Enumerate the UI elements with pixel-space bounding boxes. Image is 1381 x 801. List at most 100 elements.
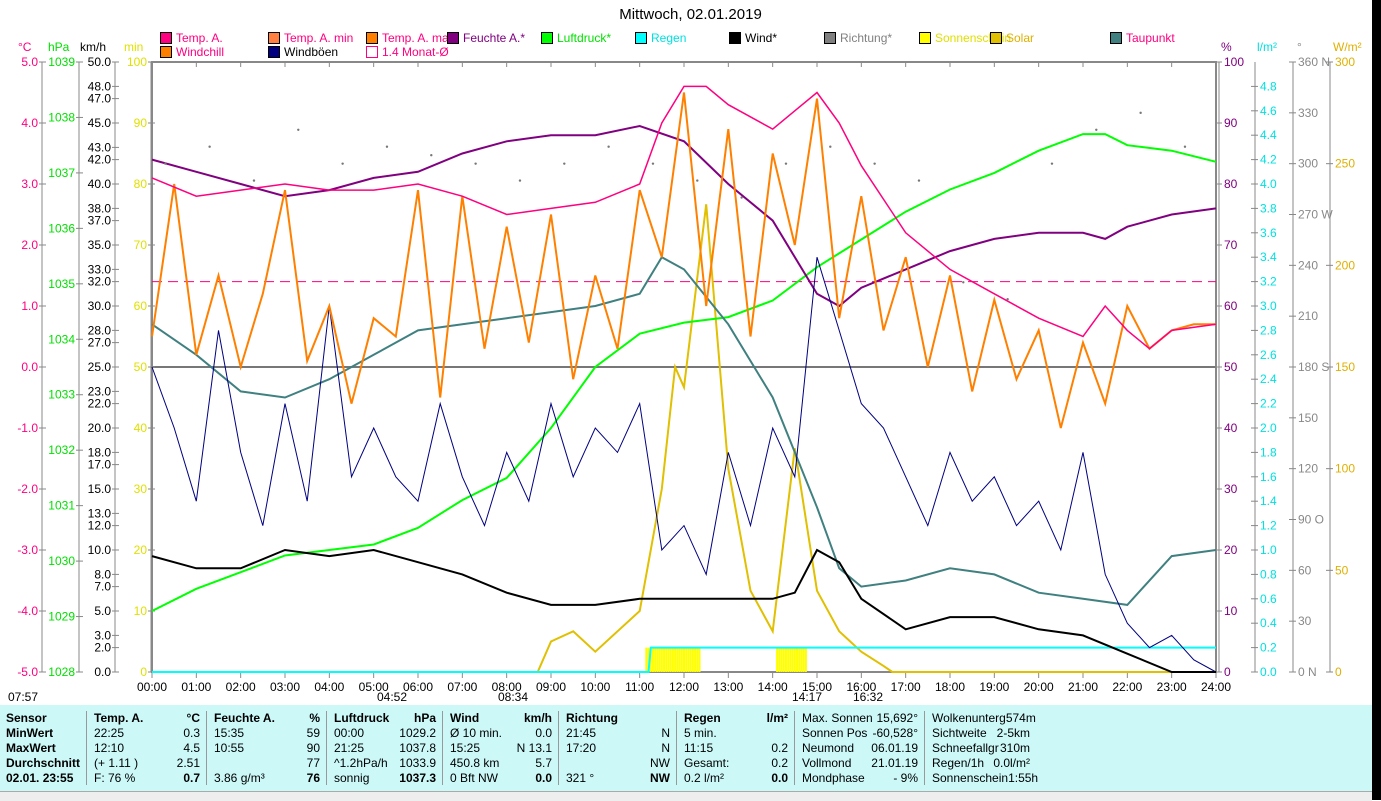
axis-tick-label-wm2: 250 bbox=[1335, 157, 1355, 171]
sunrise-prev-label: 07:57 bbox=[8, 690, 39, 704]
header-label: Wind bbox=[450, 711, 480, 725]
stat-row: (+ 1.11 ) 2.51 bbox=[88, 756, 206, 771]
axis-tick-label-deg: 180 S bbox=[1298, 360, 1329, 374]
x-tick-label: 04:00 bbox=[314, 680, 344, 694]
stat-row: NW bbox=[560, 756, 676, 771]
direction-point bbox=[1006, 298, 1009, 301]
axis-tick-label-kmh: 20.0 bbox=[88, 421, 112, 435]
axis-tick-label-hpa: 1033 bbox=[48, 388, 75, 402]
stat-row: 21:45 N bbox=[560, 726, 676, 741]
axis-tick-label-min: 90 bbox=[134, 116, 148, 130]
header-label: Regen bbox=[684, 711, 721, 725]
direction-point bbox=[873, 162, 876, 165]
axis-tick-label-lm2: 4.0 bbox=[1260, 177, 1277, 191]
axis-tick-label-lm2: 0.2 bbox=[1260, 641, 1277, 655]
stat-label: Gesamt: bbox=[684, 756, 730, 770]
direction-point bbox=[1183, 145, 1187, 148]
axis-tick-label-lm2: 2.4 bbox=[1260, 372, 1277, 386]
sensor-header: Sensor bbox=[6, 711, 47, 725]
header-unit: hPa bbox=[413, 711, 436, 725]
direction-point bbox=[917, 179, 921, 182]
axis-tick-label-kmh: 35.0 bbox=[88, 238, 112, 252]
axis-tick-label-kmh: 25.0 bbox=[88, 360, 112, 374]
unit-celsius: °C bbox=[18, 40, 32, 54]
series-wind bbox=[151, 548, 1216, 673]
legend-item: Richtung* bbox=[824, 31, 892, 45]
axis-tick-label-hpa: 1037 bbox=[48, 166, 75, 180]
info-row: Sonnenschein 1:55h bbox=[926, 771, 1039, 786]
series-regen bbox=[152, 646, 1216, 673]
series-windb-en bbox=[151, 257, 1217, 673]
header-label: Luftdruck bbox=[334, 711, 390, 725]
legend-label: Luftdruck* bbox=[557, 31, 612, 45]
axis-tick-label-deg: 90 O bbox=[1298, 513, 1324, 527]
stat-value: N bbox=[661, 726, 670, 740]
axis-tick-label-kmh: 50.0 bbox=[88, 55, 112, 69]
stat-label: Ø 10 min. bbox=[450, 726, 503, 740]
x-tick-label: 07:00 bbox=[447, 680, 477, 694]
axis-tick-label-kmh: 18.0 bbox=[88, 445, 112, 459]
legend-item: Temp. A. max bbox=[366, 31, 455, 45]
stat-row: F: 76 % 0.7 bbox=[88, 771, 206, 786]
axis-tick-label-kmh: 27.0 bbox=[88, 336, 112, 350]
direction-point bbox=[1139, 111, 1142, 115]
info-value: 1:55h bbox=[1008, 771, 1039, 785]
direction-point bbox=[208, 145, 211, 148]
axis-tick-label-deg: 360 N bbox=[1298, 55, 1330, 69]
x-tick-label: 23:00 bbox=[1157, 680, 1187, 694]
x-tick-label: 05:00 bbox=[359, 680, 389, 694]
info-value: 310m bbox=[999, 741, 1030, 755]
sensor-row: MaxWert bbox=[6, 741, 56, 755]
stats-table: Sensor MinWert MaxWert Durchschnitt 02.0… bbox=[0, 705, 1372, 791]
series-windchill bbox=[151, 92, 1216, 429]
axis-tick-label-hpa: 1032 bbox=[48, 443, 75, 457]
axis-tick-label-c: -4.0 bbox=[17, 604, 38, 618]
stat-label: sonnig bbox=[334, 771, 370, 785]
legend-label: Wind* bbox=[745, 31, 778, 45]
axis-tick-label-deg: 150 bbox=[1298, 411, 1318, 425]
direction-point bbox=[784, 162, 788, 165]
col-header: Wind km/h bbox=[444, 711, 558, 726]
stat-value: 0.0 bbox=[771, 771, 788, 785]
legend-swatch-icon bbox=[447, 32, 459, 44]
stat-value: 0.7 bbox=[183, 771, 200, 785]
legend-swatch-icon bbox=[919, 32, 931, 44]
axis-tick-label-c: 2.0 bbox=[21, 238, 38, 252]
axis-tick-label-kmh: 13.0 bbox=[88, 506, 112, 520]
axis-tick-label-lm2: 3.0 bbox=[1260, 299, 1277, 313]
info-row: Schneefallgr 310m bbox=[926, 741, 1036, 756]
legend-label: Temp. A. max bbox=[382, 31, 455, 45]
info-value: - 9% bbox=[893, 771, 918, 785]
axis-tick-label-kmh: 37.0 bbox=[88, 214, 112, 228]
axis-tick-label-pct: 50 bbox=[1224, 360, 1238, 374]
stat-label: 22:25 bbox=[94, 726, 125, 740]
stat-value: 59 bbox=[306, 726, 320, 740]
info-label: Mondphase bbox=[802, 771, 865, 785]
axis-tick-label-lm2: 0.4 bbox=[1260, 616, 1277, 630]
axis-tick-label-lm2: 4.8 bbox=[1260, 79, 1277, 93]
axis-tick-label-min: 100 bbox=[127, 55, 147, 69]
info-row: Neumond 06.01.19 bbox=[796, 741, 924, 756]
axis-tick-label-lm2: 0.6 bbox=[1260, 592, 1277, 606]
x-tick-label: 03:00 bbox=[270, 680, 300, 694]
axis-tick-label-hpa: 1028 bbox=[48, 665, 75, 679]
axis-tick-label-deg: 330 bbox=[1298, 106, 1318, 120]
col-sun: Max. Sonnen 15,692° Sonnen Pos -60,528° Neum… bbox=[796, 711, 925, 785]
stat-label: 15:25 bbox=[450, 741, 481, 755]
legend-swatch-icon bbox=[824, 32, 836, 44]
x-tick-label: 01:00 bbox=[181, 680, 211, 694]
legend-swatch-icon bbox=[1110, 32, 1122, 44]
legend-item: Windchill bbox=[160, 45, 224, 59]
direction-point bbox=[164, 162, 167, 165]
stat-label: 0.2 l/m² bbox=[684, 771, 725, 785]
col-header: Regen l/m² bbox=[678, 711, 794, 726]
axis-tick-label-pct: 90 bbox=[1224, 116, 1238, 130]
axis-tick-label-kmh: 30.0 bbox=[88, 299, 112, 313]
x-tick-label: 13:00 bbox=[713, 680, 743, 694]
axis-tick-label-hpa: 1030 bbox=[48, 554, 75, 568]
axis-tick-label-wm2: 200 bbox=[1335, 258, 1355, 272]
legend-item: Luftdruck* bbox=[541, 31, 611, 45]
axis-tick-label-pct: 60 bbox=[1224, 299, 1238, 313]
col-wind: Wind km/h Ø 10 min. 0.0 15:25 N 13.1 450.8 km 5… bbox=[444, 711, 559, 785]
axis-tick-label-deg: 30 bbox=[1298, 614, 1312, 628]
